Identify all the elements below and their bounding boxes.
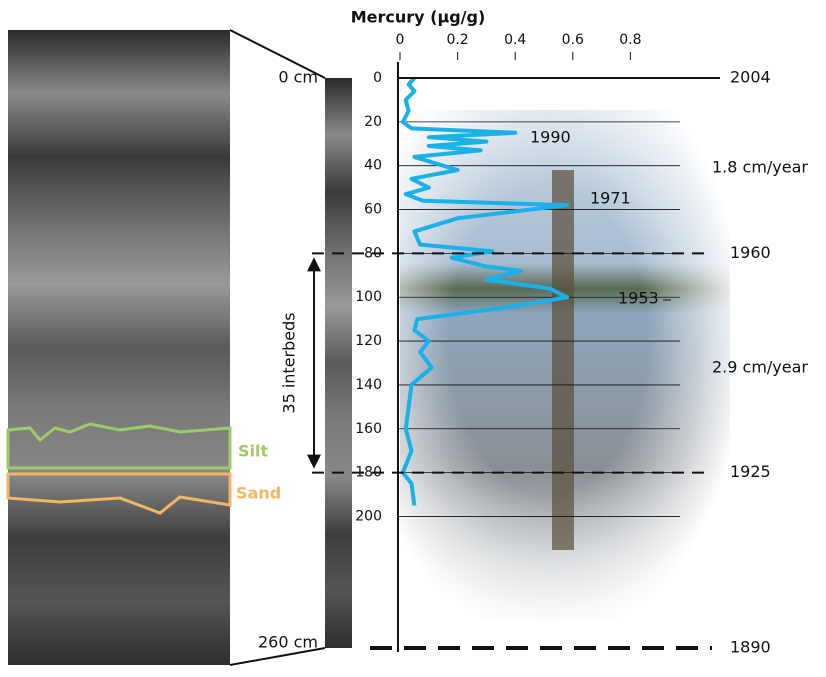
background bbox=[6, 29, 730, 666]
date-label: 1925 bbox=[730, 462, 771, 481]
y-tick-label: 180 bbox=[355, 465, 382, 481]
y-tick-label: 100 bbox=[355, 289, 382, 305]
y-tick-label: 60 bbox=[364, 202, 382, 218]
layer-label: Sand bbox=[236, 484, 281, 503]
rate-label: 2.9 cm/year bbox=[712, 358, 808, 377]
arrow-head bbox=[307, 257, 321, 272]
peak-label: 1971 bbox=[590, 189, 631, 208]
core-label: 0 cm bbox=[278, 68, 318, 87]
x-axis-title: Mercury (µg/g) bbox=[351, 8, 486, 27]
y-tick-label: 160 bbox=[355, 421, 382, 437]
x-tick-label: 0.6 bbox=[562, 32, 584, 48]
y-tick-label: 120 bbox=[355, 333, 382, 349]
arrow-head bbox=[307, 454, 321, 469]
x-tick-label: 0.2 bbox=[446, 32, 468, 48]
date-label: 1960 bbox=[730, 243, 771, 262]
data-line bbox=[400, 76, 570, 506]
peak-label: 1953 bbox=[618, 289, 659, 308]
y-tick-label: 140 bbox=[355, 377, 382, 393]
peak-label: 1990 bbox=[530, 128, 571, 147]
date-label: 1890 bbox=[730, 638, 771, 657]
x-tick-label: 0.8 bbox=[619, 32, 641, 48]
x-tick-label: 0.4 bbox=[504, 32, 526, 48]
y-tick-label: 0 bbox=[373, 70, 382, 86]
y-tick-label: 200 bbox=[355, 508, 382, 524]
rate-label: 1.8 cm/year bbox=[712, 158, 808, 177]
x-tick-label: 0 bbox=[396, 32, 405, 48]
y-tick-label: 20 bbox=[364, 114, 382, 130]
date-label: 2004 bbox=[730, 68, 771, 87]
interbeds-label: 35 interbeds bbox=[280, 312, 299, 413]
core-label: 260 cm bbox=[258, 633, 318, 652]
layer-label: Silt bbox=[238, 442, 268, 461]
y-tick-label: 40 bbox=[364, 158, 382, 174]
